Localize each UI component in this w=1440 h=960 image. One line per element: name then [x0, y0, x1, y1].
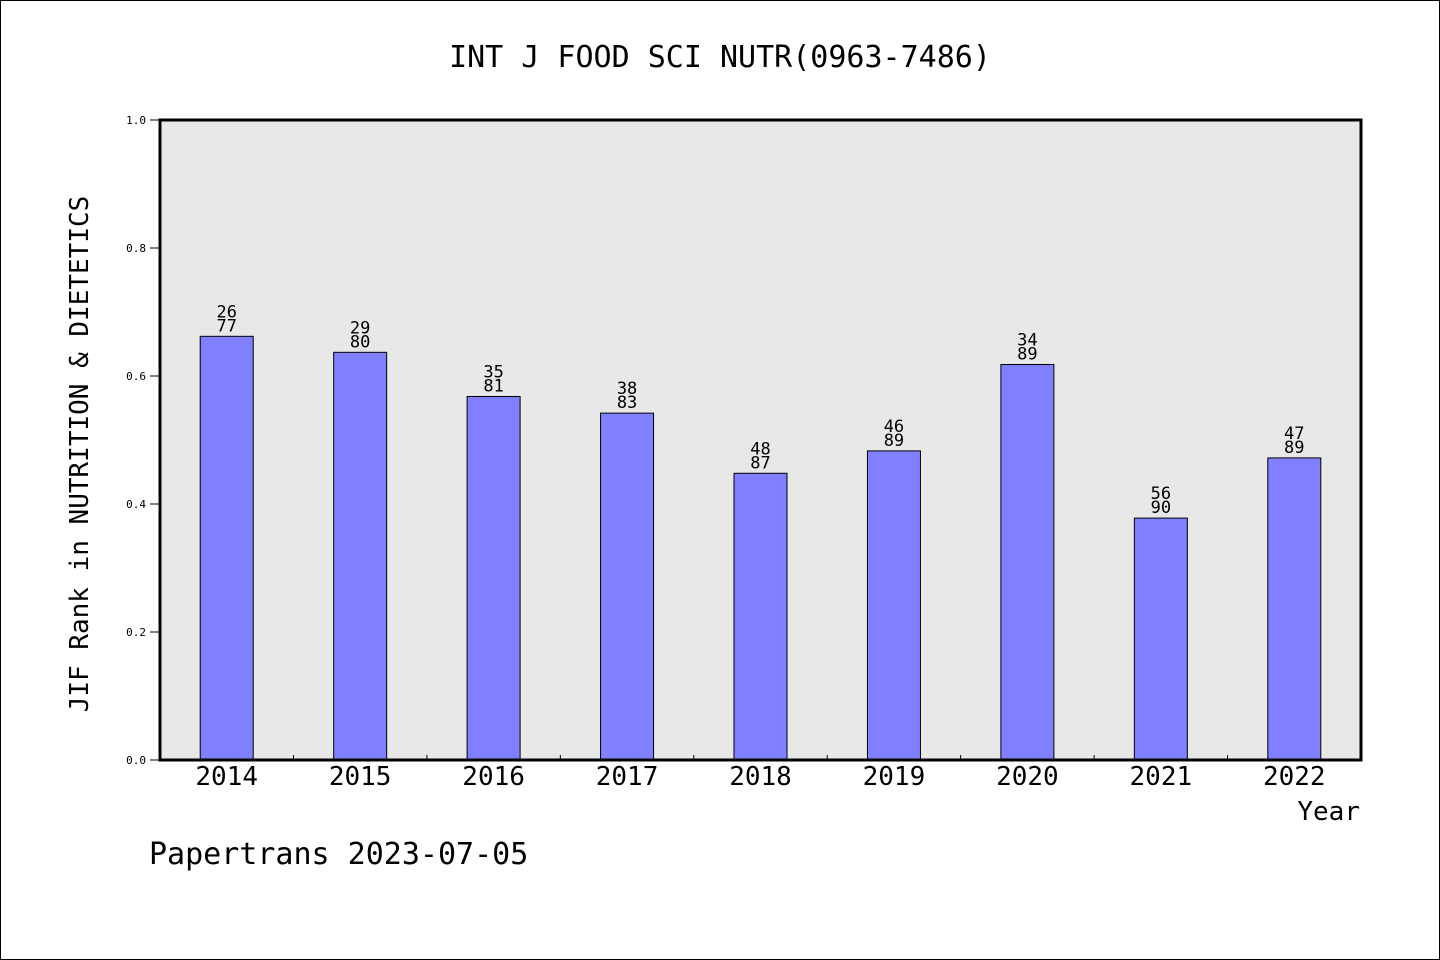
bar-label-rank: 48 — [750, 439, 770, 459]
y-tick-label: 1.0 — [126, 114, 146, 127]
bar-label-total: 89 — [1017, 344, 1037, 364]
bar-label-total: 80 — [350, 332, 370, 352]
bar-label-total: 81 — [483, 376, 503, 396]
bar-label-total: 89 — [884, 431, 904, 451]
bar-label-rank: 26 — [216, 302, 236, 322]
x-tick-label: 2014 — [195, 762, 258, 792]
bar-label-total: 87 — [750, 453, 770, 473]
x-tick-label: 2021 — [1130, 762, 1193, 792]
x-tick-label: 2017 — [596, 762, 659, 792]
bar-2016 — [466, 395, 521, 761]
y-tick-label: 0.8 — [126, 242, 146, 255]
bar-label-total: 89 — [1284, 438, 1304, 458]
bar-2021 — [1133, 517, 1188, 761]
x-tick-label: 2019 — [863, 762, 926, 792]
bar-label-rank: 38 — [617, 379, 637, 399]
y-tick-label: 0.0 — [126, 754, 146, 767]
plot-border — [158, 118, 1363, 762]
x-tick-label: 2015 — [329, 762, 392, 792]
y-axis-label: JIF Rank in NUTRITION & DIETETICS — [65, 196, 95, 713]
bar-2019 — [866, 450, 921, 761]
bar-2015 — [333, 351, 388, 761]
bar-label-rank: 34 — [1017, 330, 1037, 350]
bar-label-total: 77 — [216, 316, 236, 336]
y-tick-label: 0.2 — [126, 626, 146, 639]
x-tick-label: 2020 — [996, 762, 1059, 792]
x-tick-label: 2016 — [462, 762, 525, 792]
bar-2018 — [733, 472, 788, 761]
bar-label-rank: 35 — [483, 362, 503, 382]
bar-label-total: 90 — [1151, 498, 1171, 518]
x-axis-label: Year — [1297, 797, 1360, 827]
chart-title: INT J FOOD SCI NUTR(0963-7486) — [449, 40, 991, 75]
bar-2017 — [600, 412, 655, 761]
bar-label-total: 83 — [617, 393, 637, 413]
bar-label-rank: 47 — [1284, 424, 1304, 444]
y-tick-label: 0.6 — [126, 370, 146, 383]
x-tick-label: 2018 — [729, 762, 792, 792]
bar-2022 — [1267, 457, 1322, 761]
bar-2020 — [1000, 363, 1055, 761]
bar-label-rank: 56 — [1151, 484, 1171, 504]
bar-label-rank: 29 — [350, 318, 370, 338]
bar-label-rank: 46 — [884, 417, 904, 437]
bar-2014 — [199, 335, 254, 761]
footer-source: Papertrans 2023-07-05 — [149, 837, 528, 872]
y-tick-label: 0.4 — [126, 498, 146, 511]
x-tick-label: 2022 — [1263, 762, 1326, 792]
